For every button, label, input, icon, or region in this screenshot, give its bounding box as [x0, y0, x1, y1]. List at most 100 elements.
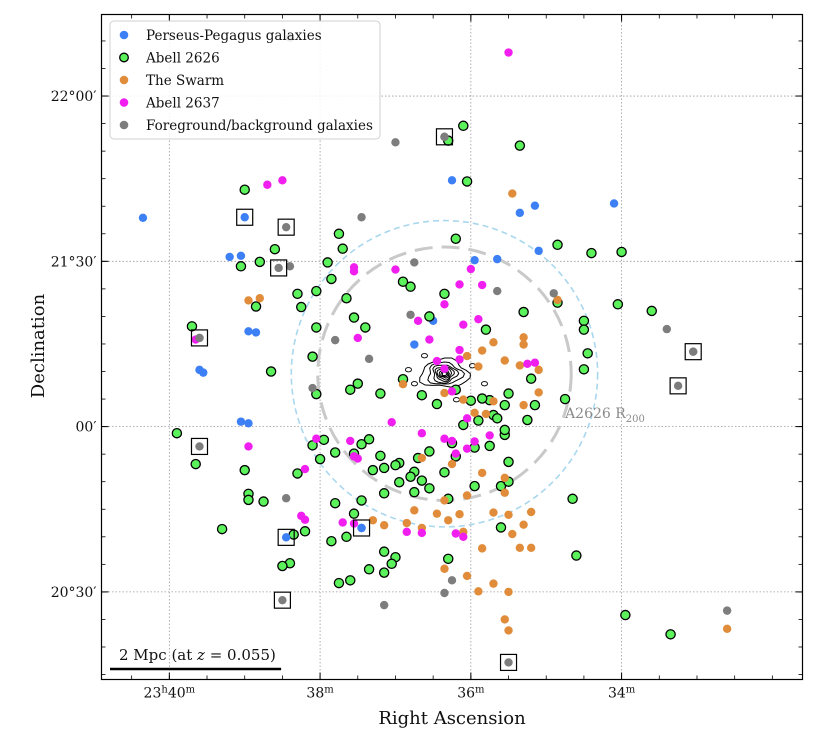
point-foreground-background-galaxies — [549, 289, 558, 298]
point-abell-2626 — [363, 434, 375, 445]
point-perseus-pegagus-galaxies — [236, 417, 246, 426]
point-abell-2637 — [455, 355, 464, 364]
point-abell-2626 — [307, 351, 318, 362]
boxed-point — [689, 347, 698, 356]
point-abell-2626 — [578, 315, 590, 327]
point-abell-2626 — [363, 564, 375, 575]
point-abell-2626 — [424, 446, 435, 457]
point-abell-2626 — [344, 575, 356, 586]
point-abell-2626 — [337, 243, 348, 254]
point-abell-2626 — [292, 468, 303, 479]
point-abell-2626 — [431, 398, 443, 410]
point-abell-2626 — [578, 324, 590, 335]
point-abell-2626 — [450, 233, 462, 244]
contour-blob — [411, 381, 418, 387]
point-abell-2626 — [552, 239, 563, 251]
point-the-swarm — [508, 189, 517, 198]
point-perseus-pegagus-galaxies — [225, 252, 234, 262]
point-perseus-pegagus-galaxies — [251, 328, 261, 337]
point-perseus-pegagus-galaxies — [470, 256, 479, 265]
point-abell-2626 — [616, 246, 627, 258]
point-abell-2637 — [451, 529, 460, 538]
point-abell-2637 — [432, 356, 442, 366]
point-abell-2637 — [440, 300, 449, 309]
point-the-swarm — [504, 587, 513, 597]
point-box — [435, 128, 454, 146]
point-perseus-pegagus-galaxies — [609, 199, 619, 208]
boxed-point — [281, 533, 291, 542]
x-tick-label: 23h40m — [144, 685, 196, 702]
plot-frame — [100, 13, 804, 681]
point-the-swarm — [526, 543, 536, 553]
point-the-swarm — [410, 506, 419, 515]
point-abell-2626 — [484, 440, 495, 452]
point-abell-2637 — [504, 48, 513, 57]
point-box — [270, 259, 288, 277]
point-abell-2626 — [333, 577, 345, 589]
point-abell-2637 — [459, 320, 468, 329]
point-foreground-background-galaxies — [722, 606, 732, 615]
point-abell-2626 — [567, 493, 578, 505]
point-abell-2626 — [216, 523, 228, 535]
point-abell-2626 — [495, 522, 507, 533]
point-the-swarm — [519, 333, 528, 342]
point-abell-2637 — [462, 414, 472, 423]
boxed-point — [195, 442, 204, 451]
point-the-swarm — [398, 379, 408, 389]
point-abell-2637 — [425, 335, 434, 344]
boxed-point — [195, 333, 204, 343]
scale-bar: 2 Mpc (at z = 0.055) — [110, 646, 282, 671]
boxed-point — [274, 263, 283, 273]
point-abell-2626 — [326, 535, 337, 547]
point-abell-2637 — [462, 444, 472, 453]
point-abell-2626 — [348, 312, 360, 323]
point-abell-2626 — [620, 609, 631, 621]
point-the-swarm — [553, 295, 562, 305]
point-abell-2637 — [440, 364, 449, 373]
y-tick-label: 21°30′ — [51, 254, 97, 270]
legend-label-2: Abell 2626 — [145, 51, 220, 67]
point-abell-2626 — [578, 364, 590, 375]
point-abell-2637 — [387, 418, 396, 427]
point-abell-2626 — [522, 414, 533, 426]
point-the-swarm — [500, 356, 509, 365]
point-abell-2626 — [322, 257, 333, 268]
boxed-point — [504, 658, 513, 667]
boxed-point — [281, 222, 291, 232]
point-the-swarm — [500, 473, 509, 483]
point-the-swarm — [440, 564, 449, 573]
point-abell-2626 — [405, 281, 416, 292]
point-abell-2626 — [277, 560, 288, 572]
point-abell-2626 — [442, 553, 454, 565]
point-abell-2626 — [439, 288, 450, 300]
tick-labels: 23h40m 38m 36m 34m 22°00′ 21°30′ 00′ 20°30′ — [51, 89, 636, 701]
contour-ring — [434, 366, 455, 383]
point-the-swarm — [402, 518, 411, 528]
point-the-swarm — [477, 544, 487, 553]
point-abell-2626 — [269, 243, 281, 255]
point-foreground-background-galaxies — [285, 262, 295, 271]
point-abell-2626 — [458, 120, 469, 132]
point-perseus-pegagus-galaxies — [236, 251, 246, 261]
point-abell-2637 — [402, 527, 411, 537]
point-abell-2626 — [341, 531, 352, 543]
point-abell-2637 — [466, 264, 476, 274]
point-the-swarm — [474, 587, 483, 596]
point-abell-2626 — [480, 324, 492, 335]
point-abell-2637 — [455, 345, 464, 355]
boxed-point — [673, 381, 683, 391]
point-the-swarm — [462, 491, 472, 500]
point-the-swarm — [368, 516, 378, 525]
legend-label-4: Abell 2637 — [145, 96, 220, 112]
point-abell-2637 — [530, 358, 540, 367]
point-the-swarm — [481, 409, 491, 419]
point-abell-2637 — [300, 464, 310, 474]
point-abell-2637 — [440, 434, 449, 443]
contour-blob — [421, 353, 428, 359]
point-perseus-pegagus-galaxies — [244, 419, 253, 428]
point-abell-2626 — [341, 292, 352, 304]
point-abell-2637 — [413, 316, 423, 326]
point-abell-2626 — [529, 399, 541, 411]
point-the-swarm — [504, 510, 513, 519]
point-abell-2637 — [447, 387, 457, 396]
